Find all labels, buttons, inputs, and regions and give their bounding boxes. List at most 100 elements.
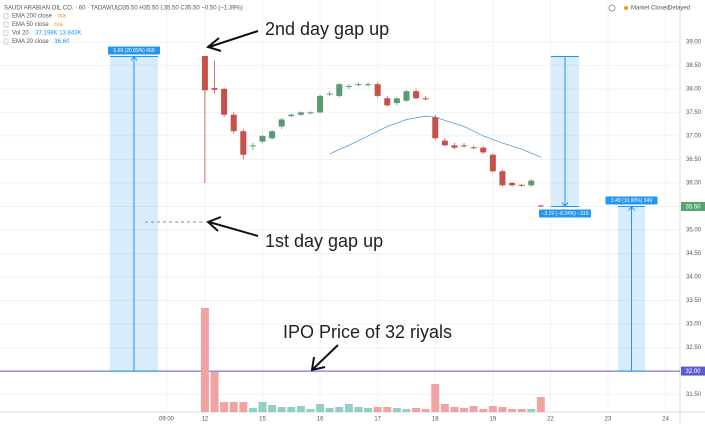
volume-bar	[296, 406, 305, 412]
volume-bar	[287, 407, 296, 412]
settings-icon[interactable]	[608, 4, 616, 12]
price-label: 35.50	[685, 204, 701, 210]
volume-bar	[498, 407, 507, 412]
volume-bar	[364, 408, 373, 412]
arrow	[208, 221, 259, 237]
volume-bar	[325, 408, 334, 412]
candle-body	[499, 171, 506, 186]
legend-name: Vol 20	[12, 31, 29, 37]
legend-icon	[3, 13, 9, 19]
volume-bar	[440, 404, 449, 412]
measure-arrow-head	[628, 205, 635, 211]
legend-value: 36.60	[54, 39, 70, 45]
y-tick-label: 37.00	[686, 134, 702, 140]
x-tick-label: 22	[547, 417, 554, 423]
volume-bar	[239, 402, 248, 412]
volume-bar	[479, 409, 488, 412]
y-tick-label: 38.50	[686, 63, 702, 69]
volume-bar	[354, 407, 363, 412]
volume-bar	[383, 407, 392, 412]
candle-body	[537, 205, 544, 207]
volume-bar	[402, 409, 411, 412]
y-tick-label: 36.50	[686, 157, 702, 163]
candle-body	[288, 114, 295, 117]
candle-body	[509, 182, 516, 186]
volume-bar	[412, 408, 421, 412]
candle-body	[211, 87, 218, 90]
arrow-head	[205, 37, 222, 52]
volume-bar	[210, 372, 219, 412]
candle-body	[422, 98, 429, 100]
measure-label: −3.19 (−8.24%) −319	[541, 211, 588, 217]
candle-body	[518, 184, 525, 186]
annotation: 2nd day gap up	[265, 19, 389, 39]
y-tick-label: 36.00	[686, 181, 702, 187]
x-tick-label: 17	[374, 417, 381, 423]
volume-bar	[248, 408, 257, 412]
candle-body	[278, 119, 285, 127]
measure-arrow-head	[561, 202, 569, 208]
volume-bar	[460, 408, 469, 412]
volume-bar	[373, 407, 382, 412]
volume-bar	[277, 407, 286, 412]
price-label-box	[681, 201, 705, 211]
measure-label-box	[108, 46, 160, 55]
symbol-header: SAUDI ARABIAN OIL CO. · 60 · TADAWUL	[4, 6, 120, 12]
x-tick-label: 09:00	[159, 417, 175, 423]
candle-body	[307, 112, 314, 114]
legend-name: EMA 200 close	[12, 14, 53, 20]
volume-bar	[306, 409, 315, 412]
volume-bar	[200, 308, 209, 412]
candle-body	[365, 84, 372, 86]
volume-bar	[229, 402, 238, 412]
volume-bar	[316, 404, 325, 412]
volume-bar	[450, 407, 459, 412]
y-tick-label: 34.00	[686, 275, 702, 281]
measure-label-box	[539, 209, 591, 218]
candle-body	[336, 84, 343, 96]
candle-body	[240, 131, 247, 155]
volume-bar	[392, 408, 401, 412]
x-tick-label: 19	[490, 417, 497, 423]
candle-body	[317, 95, 324, 113]
legend-icon	[3, 30, 9, 36]
candle-body	[221, 88, 228, 115]
price-label-box	[681, 366, 705, 376]
volume-bar	[421, 409, 430, 412]
y-tick-label: 38.00	[686, 86, 702, 92]
candle-body	[259, 135, 266, 142]
legend-name: EMA 50 close	[12, 22, 49, 28]
measure-label: 6.69 (20.89%) 669	[113, 48, 154, 54]
volume-bar	[527, 409, 536, 412]
candle-body	[230, 114, 237, 132]
plot: 6.69 (20.89%) 669 −3.19 (−8.24%) −319 3.49…	[0, 46, 680, 412]
candle-body	[384, 98, 391, 106]
y-tick-label: 33.50	[686, 298, 702, 304]
x-tick-label: 18	[432, 417, 439, 423]
arrow-head	[310, 356, 326, 372]
measure-label: 3.49 (10.90%) 349	[611, 198, 652, 204]
legend-icon	[3, 38, 9, 45]
volume-bar	[258, 402, 267, 412]
candle-body	[297, 112, 304, 115]
x-tick-label: 24	[662, 417, 669, 423]
x-tick-label: 15	[259, 417, 266, 423]
arrow	[312, 344, 339, 370]
volume-bar	[335, 407, 344, 412]
candle-body	[461, 145, 468, 147]
delay-tag: Delayed	[668, 6, 690, 12]
candle-body	[374, 84, 381, 96]
measure-label-box	[605, 196, 658, 205]
y-tick-label: 32.50	[686, 345, 702, 351]
y-tick-label: 34.50	[686, 251, 702, 257]
grid	[0, 0, 680, 412]
volume-bar	[268, 405, 277, 412]
status-dot	[624, 6, 628, 10]
x-tick-label: 12	[202, 417, 209, 423]
volume-bar	[488, 406, 497, 412]
volume-bar	[517, 409, 526, 412]
volume-bar	[508, 409, 517, 412]
y-tick-label: 37.50	[686, 110, 702, 116]
legend-value: 37.198K 13.843K	[35, 31, 81, 37]
